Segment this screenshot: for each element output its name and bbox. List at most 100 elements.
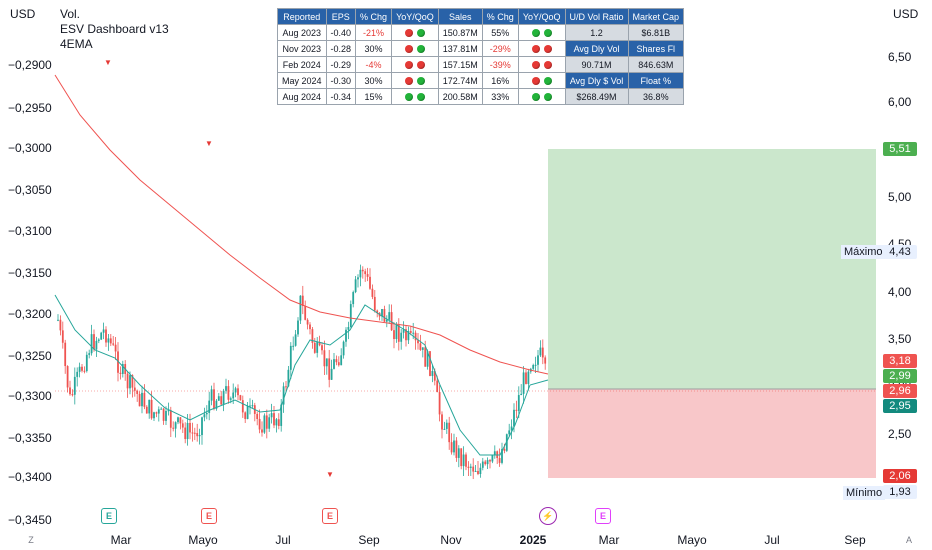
candle-body [491, 455, 494, 462]
side-label: U/D Vol Ratio [564, 8, 629, 25]
eps-trend-cell [391, 88, 439, 105]
time-axis-tick: Mar [598, 533, 620, 547]
candle-body [81, 366, 83, 371]
earnings-event-icon[interactable]: E [201, 508, 217, 524]
candle-body [354, 279, 357, 293]
zoom-button[interactable]: Z [28, 535, 34, 545]
candle-body [138, 393, 141, 407]
reported-cell: Feb 2024 [277, 56, 327, 73]
candle-body [522, 372, 525, 394]
candle-body [472, 466, 475, 472]
time-axis-tick: Mayo [188, 533, 218, 547]
earnings-event-icon[interactable]: E [322, 508, 338, 524]
sales-cell: 172.74M [437, 72, 483, 89]
candle-body [275, 419, 278, 426]
candle-body [441, 414, 443, 430]
candle-body [438, 392, 441, 415]
candle-body [520, 393, 523, 396]
candle-body [131, 375, 134, 388]
candle-body [109, 338, 112, 344]
candle-body [342, 341, 345, 356]
table-header-cell: % Chg [481, 8, 519, 25]
stop-price-badge: 2,06 [883, 469, 917, 483]
green-dot-icon [531, 93, 540, 102]
candle-body [369, 276, 371, 289]
candle-body [417, 340, 419, 344]
candle-body [352, 292, 355, 305]
candle-body [66, 366, 69, 388]
candle-body [400, 332, 403, 342]
candle-body [443, 428, 446, 430]
red-dot-icon [416, 61, 425, 70]
reported-cell: Nov 2023 [277, 40, 327, 57]
left-axis-tick: −0,3400 [8, 470, 52, 484]
legend-volume[interactable]: Vol. [60, 7, 81, 21]
candle-body [481, 461, 484, 468]
candle-body [390, 312, 393, 331]
candle-body [193, 432, 196, 434]
auto-scale-button[interactable]: A [905, 535, 912, 545]
candle-body [239, 395, 242, 401]
candle-body [64, 342, 67, 367]
profit-zone[interactable] [548, 149, 876, 389]
table-row: Feb 2024 -0.29 -4% 157.15M -39% 90.71M 846.63M [277, 56, 685, 73]
earnings-event-icon[interactable]: E [101, 508, 117, 524]
candle-body [323, 350, 326, 367]
candle-body [486, 460, 489, 465]
candle-body [409, 331, 412, 333]
candle-body [90, 334, 93, 354]
red-dot-icon [404, 61, 413, 70]
time-axis-tick: 2025 [519, 533, 547, 547]
left-axis-tick: −0,3300 [8, 389, 52, 403]
candle-body [306, 319, 309, 325]
candle-body [208, 400, 211, 413]
right-axis-tick: 6,50 [888, 50, 912, 64]
legend-dashboard[interactable]: ESV Dashboard v13 [60, 22, 169, 36]
split-event-icon[interactable]: ⚡ [539, 507, 557, 525]
table-header-cell: YoY/QoQ [391, 8, 439, 25]
red-dot-icon [543, 45, 552, 54]
candle-body [69, 387, 71, 395]
table-header-cell: EPS [325, 8, 357, 25]
candle-body [357, 277, 359, 280]
ema-slow-line [54, 74, 549, 375]
loss-zone[interactable] [548, 389, 876, 478]
candle-body [371, 288, 374, 297]
candles [57, 264, 547, 480]
candle-body [325, 358, 328, 367]
candle-body [105, 329, 107, 343]
candle-body [407, 331, 410, 341]
candle-body [340, 355, 343, 366]
candle-body [145, 406, 148, 414]
candle-body [177, 417, 179, 423]
left-axis-tick: −0,3000 [8, 141, 52, 155]
sales-cell: 200.58M [437, 88, 483, 105]
green-dot-icon [404, 93, 413, 102]
candle-body [364, 271, 367, 275]
candle-body [169, 410, 172, 428]
candle-body [381, 308, 383, 317]
candle-body [172, 427, 175, 429]
left-axis-tick: −0,2900 [8, 58, 52, 72]
candle-body [215, 400, 218, 409]
candle-body [150, 399, 153, 419]
side-value: 846.63M [627, 56, 685, 73]
future-earnings-icon[interactable]: E [595, 508, 611, 524]
side-value: $268.49M [564, 88, 629, 105]
candle-body [501, 449, 503, 463]
candle-body [244, 412, 247, 419]
sales-cell: 137.81M [437, 40, 483, 57]
candle-body [505, 434, 508, 451]
candle-body [251, 405, 254, 407]
max-value-badge: 4,43 [883, 245, 917, 259]
candle-body [328, 358, 331, 380]
table-row: Nov 2023 -0.28 30% 137.81M -29% Avg Dly Vol Sh… [277, 40, 685, 57]
legend-ema[interactable]: 4EMA [60, 37, 93, 51]
green-dot-icon [416, 93, 425, 102]
left-axis-tick: −0,3150 [8, 266, 52, 280]
candle-body [198, 435, 201, 437]
candle-body [129, 375, 131, 389]
candle-body [225, 386, 227, 391]
candle-body [313, 342, 316, 353]
